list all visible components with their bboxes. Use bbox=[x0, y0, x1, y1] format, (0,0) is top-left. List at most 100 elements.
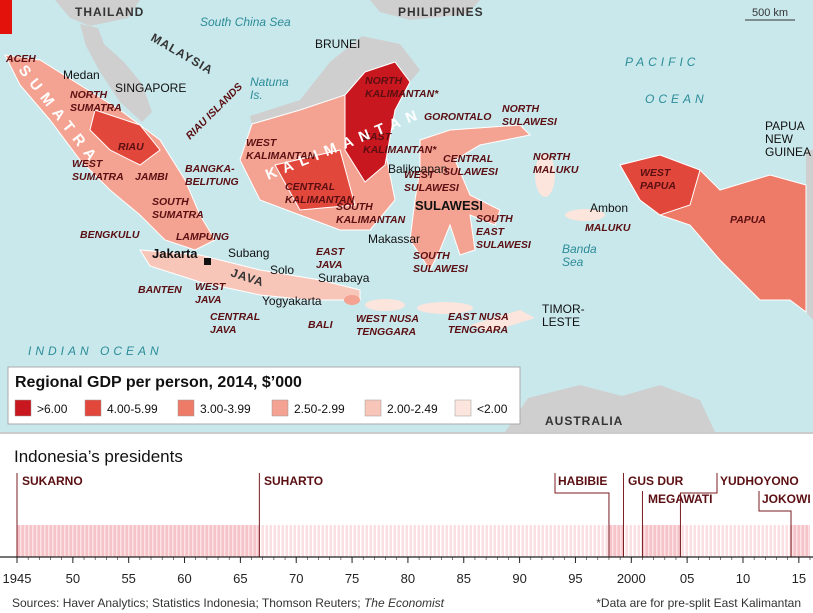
term-bar bbox=[17, 525, 260, 557]
map-label: PAPUA NEW GUINEA bbox=[765, 119, 811, 159]
thailand bbox=[55, 0, 140, 26]
x-tick-label: 05 bbox=[680, 571, 694, 586]
legend-swatch bbox=[177, 399, 195, 417]
map-label: BENGKULU bbox=[80, 229, 140, 241]
legend-label: >6.00 bbox=[37, 402, 68, 416]
legend-swatch bbox=[454, 399, 472, 417]
map: THAILAND South China Sea PHILIPPINES ACEH Me… bbox=[0, 0, 813, 432]
president-label: HABIBIE bbox=[558, 474, 607, 488]
map-label-line: EAST bbox=[476, 226, 506, 238]
map-label: THAILAND bbox=[75, 5, 144, 19]
philippines bbox=[370, 0, 480, 20]
map-label: WEST PAPUA bbox=[640, 167, 676, 192]
map-label-line: CENTRAL bbox=[443, 153, 493, 165]
map-label: BANTEN bbox=[138, 284, 182, 296]
west-papua bbox=[619, 154, 701, 216]
map-label: Subang bbox=[228, 246, 269, 260]
map-label-line: WEST bbox=[404, 169, 436, 181]
map-label: BANGKA-BELITUNG bbox=[185, 163, 239, 188]
map-label-line: RIAU bbox=[118, 141, 144, 153]
map-label-line: JAMBI bbox=[135, 171, 169, 183]
map-label-line: BALI bbox=[308, 319, 334, 331]
map-label-line: SOUTH bbox=[336, 201, 373, 213]
map-label: Yogyakarta bbox=[262, 294, 322, 308]
map-label-line: PAPUA bbox=[640, 180, 676, 192]
map-label-line: PHILIPPINES bbox=[398, 5, 484, 19]
map-label: NORTH SUMATRA bbox=[70, 89, 122, 114]
map-label-line: Solo bbox=[270, 263, 294, 277]
timor bbox=[470, 310, 535, 332]
president-label: SUKARNO bbox=[22, 474, 83, 488]
map-label: Ambon bbox=[590, 201, 628, 215]
legend-swatch bbox=[364, 399, 382, 417]
map-label-line: WEST bbox=[246, 137, 278, 149]
map-label: PACIFIC bbox=[625, 55, 699, 69]
map-label: SINGAPORE bbox=[115, 81, 186, 95]
map-label: WEST KALIMANTAN bbox=[246, 137, 316, 162]
president-leader bbox=[679, 473, 718, 557]
png bbox=[806, 150, 813, 320]
map-label: South China Sea bbox=[200, 15, 291, 29]
map-label-line: PAPUA bbox=[730, 214, 766, 226]
map-label-line: WEST bbox=[640, 167, 672, 179]
map-label: EAST NUSA TENGGARA bbox=[448, 311, 509, 336]
legend-label: 4.00-5.99 bbox=[107, 402, 158, 416]
x-tick-label: 15 bbox=[792, 571, 806, 586]
map-label: SOUTH SUMATRA bbox=[152, 196, 204, 221]
x-tick-label: 60 bbox=[177, 571, 191, 586]
timeline: SUKARNO SUHARTO HABIBIE GUS DURMEGAWATIYUDH… bbox=[0, 473, 813, 586]
map-label: EAST KALIMANTAN* bbox=[363, 131, 437, 156]
map-label: TIMOR-LESTE bbox=[542, 302, 585, 329]
map-label: BRUNEI bbox=[315, 37, 360, 51]
map-label-line: SOUTH bbox=[413, 250, 450, 262]
jakarta-marker bbox=[204, 258, 211, 265]
map-label-line: NORTH bbox=[533, 151, 571, 163]
legend-label: 2.50-2.99 bbox=[294, 402, 345, 416]
map-label-line: South China Sea bbox=[200, 15, 291, 29]
map-label-line: EAST NUSA bbox=[448, 311, 509, 323]
map-label-line: SOUTH bbox=[152, 196, 189, 208]
map-label: CENTRAL JAVA bbox=[210, 311, 260, 336]
map-label-line: MALUKU bbox=[533, 164, 579, 176]
map-label-line: BANTEN bbox=[138, 284, 182, 296]
term-bar bbox=[623, 525, 643, 557]
map-label-line: TIMOR- bbox=[542, 302, 585, 316]
map-label-line: JAVA bbox=[195, 294, 221, 306]
map-label-line: INDIAN OCEAN bbox=[28, 344, 163, 358]
x-tick-label: 90 bbox=[512, 571, 526, 586]
australia bbox=[505, 385, 715, 432]
sources-text: Sources: Haver Analytics; Statistics Ind… bbox=[12, 596, 361, 610]
map-label-line: SULAWESI bbox=[413, 263, 469, 275]
map-label-line: SOUTH bbox=[476, 213, 513, 225]
map-label-line: SULAWESI bbox=[443, 166, 499, 178]
x-tick-label: 10 bbox=[736, 571, 750, 586]
map-label: WEST SUMATRA bbox=[72, 158, 124, 183]
map-label-line: LESTE bbox=[542, 315, 580, 329]
map-label-line: THAILAND bbox=[75, 5, 144, 19]
nusa-tenggara-west bbox=[365, 299, 405, 311]
map-label-line: SINGAPORE bbox=[115, 81, 186, 95]
malaysia-peninsula bbox=[80, 24, 152, 122]
map-label: Natuna Is. bbox=[250, 75, 289, 102]
legend-swatch bbox=[84, 399, 102, 417]
map-label-line: SUMATRA bbox=[72, 171, 124, 183]
map-label-line: WEST NUSA bbox=[356, 313, 419, 325]
legend-swatch bbox=[14, 399, 32, 417]
x-tick-label: 95 bbox=[568, 571, 582, 586]
term-bar bbox=[642, 525, 681, 557]
map-label: WEST SULAWESI bbox=[404, 169, 460, 194]
map-label: Medan bbox=[63, 68, 100, 82]
map-label-line: Makassar bbox=[368, 232, 420, 246]
president-label: YUDHOYONO bbox=[720, 474, 799, 488]
map-label-line: GUINEA bbox=[765, 145, 811, 159]
map-label-line: SULAWESI bbox=[502, 116, 558, 128]
map-label-line: NORTH bbox=[70, 89, 108, 101]
map-label-line: WEST bbox=[195, 281, 227, 293]
president-label: SUHARTO bbox=[264, 474, 323, 488]
map-label-line: Surabaya bbox=[318, 271, 370, 285]
map-label: AUSTRALIA bbox=[545, 414, 623, 428]
map-label: CENTRAL SULAWESI bbox=[443, 153, 499, 178]
map-label: ACEH bbox=[5, 53, 36, 65]
map-label: SOUTH EAST SULAWESI bbox=[476, 213, 532, 251]
map-label-line: JAVA bbox=[210, 324, 236, 336]
